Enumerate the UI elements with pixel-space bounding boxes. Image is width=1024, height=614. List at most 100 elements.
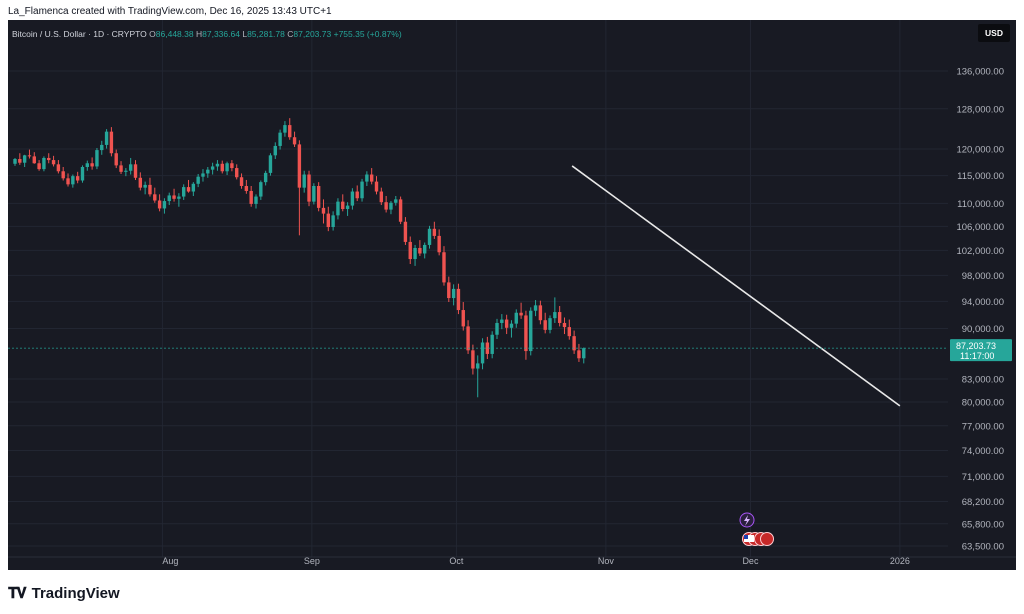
candle-body <box>263 172 268 183</box>
candle-body <box>278 132 282 146</box>
us-economic-event-icon <box>760 532 774 546</box>
price-chart[interactable]: 136,000.00 128,000.00 120,000.00 115,000.00… <box>8 20 1016 570</box>
last-price-label: 87,203.73 <box>956 341 996 351</box>
candle-body <box>109 131 114 154</box>
candle-body <box>124 170 128 172</box>
change-value: +755.35 (+0.87%) <box>333 29 402 39</box>
candle-body <box>71 176 75 185</box>
candle-body <box>32 156 36 164</box>
candle-body <box>259 182 263 197</box>
high-key: H <box>195 29 203 39</box>
candle-body <box>394 199 398 203</box>
candle-body <box>162 201 167 209</box>
price-tick-label: 136,000.00 <box>956 67 1004 78</box>
time-axis-label: Aug <box>162 556 178 566</box>
candle-body <box>225 163 229 172</box>
candle-body <box>374 181 379 192</box>
candle-body <box>172 195 176 199</box>
candle-body <box>514 312 518 324</box>
time-axis-label: Oct <box>449 556 464 566</box>
candle-body <box>80 166 85 181</box>
candle-body <box>365 174 369 182</box>
candle-body <box>22 155 27 163</box>
candle-body <box>529 310 533 352</box>
candle-body <box>215 163 220 167</box>
us-flag-canton-icon <box>744 535 748 539</box>
candle-body <box>244 185 249 191</box>
candle-body <box>42 157 46 170</box>
footer-branding: 𝐓𝐕 TradingView <box>8 583 120 603</box>
candle-body <box>466 326 470 351</box>
low-value: 85,281.78 <box>247 29 285 39</box>
candle-body <box>61 171 65 179</box>
candle-body <box>582 348 586 359</box>
candle-body <box>201 173 205 177</box>
candle-body <box>485 342 490 354</box>
candle-body <box>90 163 94 167</box>
candle-body <box>47 157 51 161</box>
candle-body <box>437 235 441 253</box>
candle-body <box>104 131 109 145</box>
candle-body <box>114 153 118 166</box>
candle-body <box>148 184 152 195</box>
time-axis-label: Sep <box>304 556 320 566</box>
lightning-glyph-icon <box>744 515 750 526</box>
price-tick-label: 77,000.00 <box>962 421 1004 432</box>
candle-body <box>321 207 326 214</box>
candle-body <box>153 194 157 201</box>
price-tick-label: 90,000.00 <box>962 324 1004 335</box>
candle-body <box>403 221 408 242</box>
candle-body <box>143 184 147 188</box>
candle-body <box>326 213 330 228</box>
candle-body <box>490 334 494 354</box>
candle-body <box>355 191 359 199</box>
price-tick-label: 102,000.00 <box>956 246 1004 257</box>
candle-body <box>85 163 89 167</box>
candle-body <box>288 125 292 138</box>
candle-body <box>128 164 133 171</box>
candle-body <box>384 202 388 210</box>
trendline <box>571 165 901 407</box>
price-tick-label: 128,000.00 <box>956 104 1004 115</box>
high-value: 87,336.64 <box>202 29 240 39</box>
currency-button[interactable]: USD <box>978 24 1010 42</box>
candle-body <box>456 288 461 311</box>
price-tick-label: 110,000.00 <box>957 199 1004 210</box>
time-axis-label: Nov <box>598 556 615 566</box>
candle-body <box>408 241 412 260</box>
candle-body <box>519 312 523 316</box>
candle-body <box>341 201 345 210</box>
candle-body <box>167 195 171 202</box>
candle-body <box>447 282 451 299</box>
candle-body <box>302 174 306 188</box>
candle-body <box>442 252 446 283</box>
price-tick-label: 63,500.00 <box>962 542 1004 553</box>
candle-body <box>27 155 32 157</box>
candle-body <box>157 200 162 209</box>
candle-body <box>360 181 364 199</box>
candle-body <box>56 164 61 172</box>
candle-body <box>572 336 576 351</box>
candle-body <box>480 342 485 364</box>
candle-body <box>398 199 403 222</box>
candle-body <box>210 166 215 170</box>
candle-body <box>461 310 465 327</box>
candle-body <box>235 168 239 178</box>
candle-body <box>418 247 422 254</box>
symbol-legend: Bitcoin / U.S. Dollar · 1D · CRYPTO O86,… <box>12 29 402 39</box>
candle-body <box>548 318 552 330</box>
candle-body <box>533 305 538 311</box>
candle-body <box>345 205 350 210</box>
last-price-tag <box>950 339 1012 362</box>
chart-caption: La_Flamenca created with TradingView.com… <box>8 6 332 17</box>
chart-panel[interactable]: 136,000.00 128,000.00 120,000.00 115,000.00… <box>8 20 1016 570</box>
tradingview-logo-icon: 𝐓𝐕 <box>8 584 27 602</box>
candle-body <box>18 159 22 163</box>
candle-body <box>292 137 297 145</box>
candle-body <box>577 350 581 359</box>
tradingview-logo-text: TradingView <box>31 584 120 602</box>
candle-body <box>500 319 504 323</box>
candle-body <box>95 150 99 167</box>
candle-body <box>37 163 41 170</box>
candle-body <box>423 244 427 254</box>
